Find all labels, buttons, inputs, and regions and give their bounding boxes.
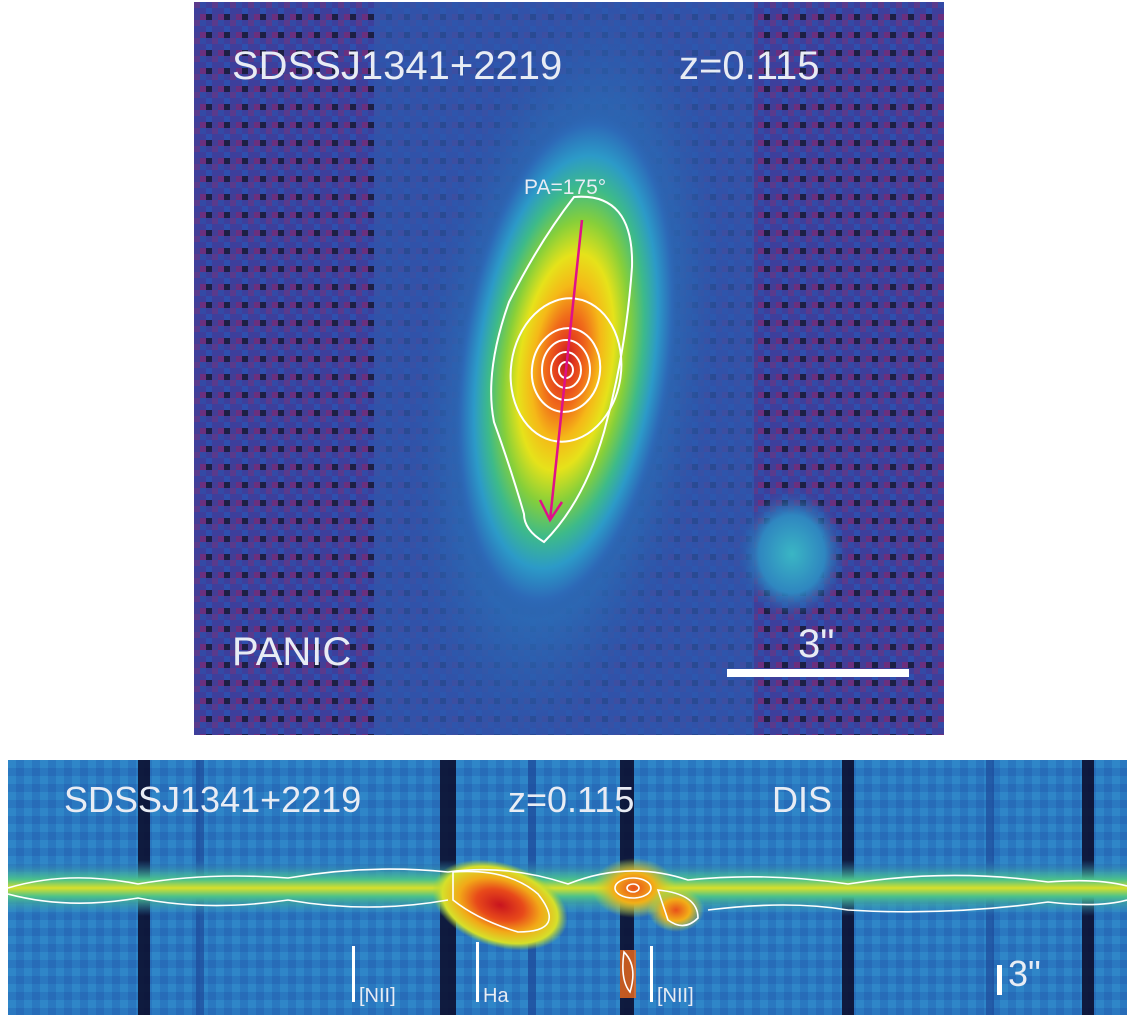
dis-spectrum-image xyxy=(8,760,1127,1015)
dis-object-name: SDSSJ1341+2219 xyxy=(64,779,362,820)
panic-scale-label: 3" xyxy=(798,622,835,666)
dis-spectrum-panel: SDSSJ1341+2219 z=0.115 DIS [NII] Ha [NII… xyxy=(8,760,1127,1015)
panic-instrument-label: PANIC xyxy=(232,630,352,674)
panic-image-panel: SDSSJ1341+2219 z=0.115 PA=175° PANIC 3" xyxy=(194,2,944,735)
dis-contours xyxy=(8,868,1127,994)
dis-redshift: z=0.115 xyxy=(508,779,635,820)
position-angle-label: PA=175° xyxy=(524,176,607,199)
dis-scale-label: 3" xyxy=(1008,953,1041,994)
panic-object-name: SDSSJ1341+2219 xyxy=(232,44,563,88)
nii-label-2: [NII] xyxy=(657,985,694,1007)
panic-galaxy-image xyxy=(194,2,944,735)
nii-label-1: [NII] xyxy=(359,985,396,1007)
panic-contours xyxy=(490,195,634,544)
line-markers xyxy=(352,942,1002,1002)
panic-scale-bar xyxy=(727,669,909,677)
pa-arrow xyxy=(538,219,584,523)
panic-redshift: z=0.115 xyxy=(679,44,820,88)
dis-scale-bar xyxy=(997,965,1002,995)
dis-instrument-label: DIS xyxy=(772,779,833,820)
halpha-label: Ha xyxy=(483,985,509,1007)
